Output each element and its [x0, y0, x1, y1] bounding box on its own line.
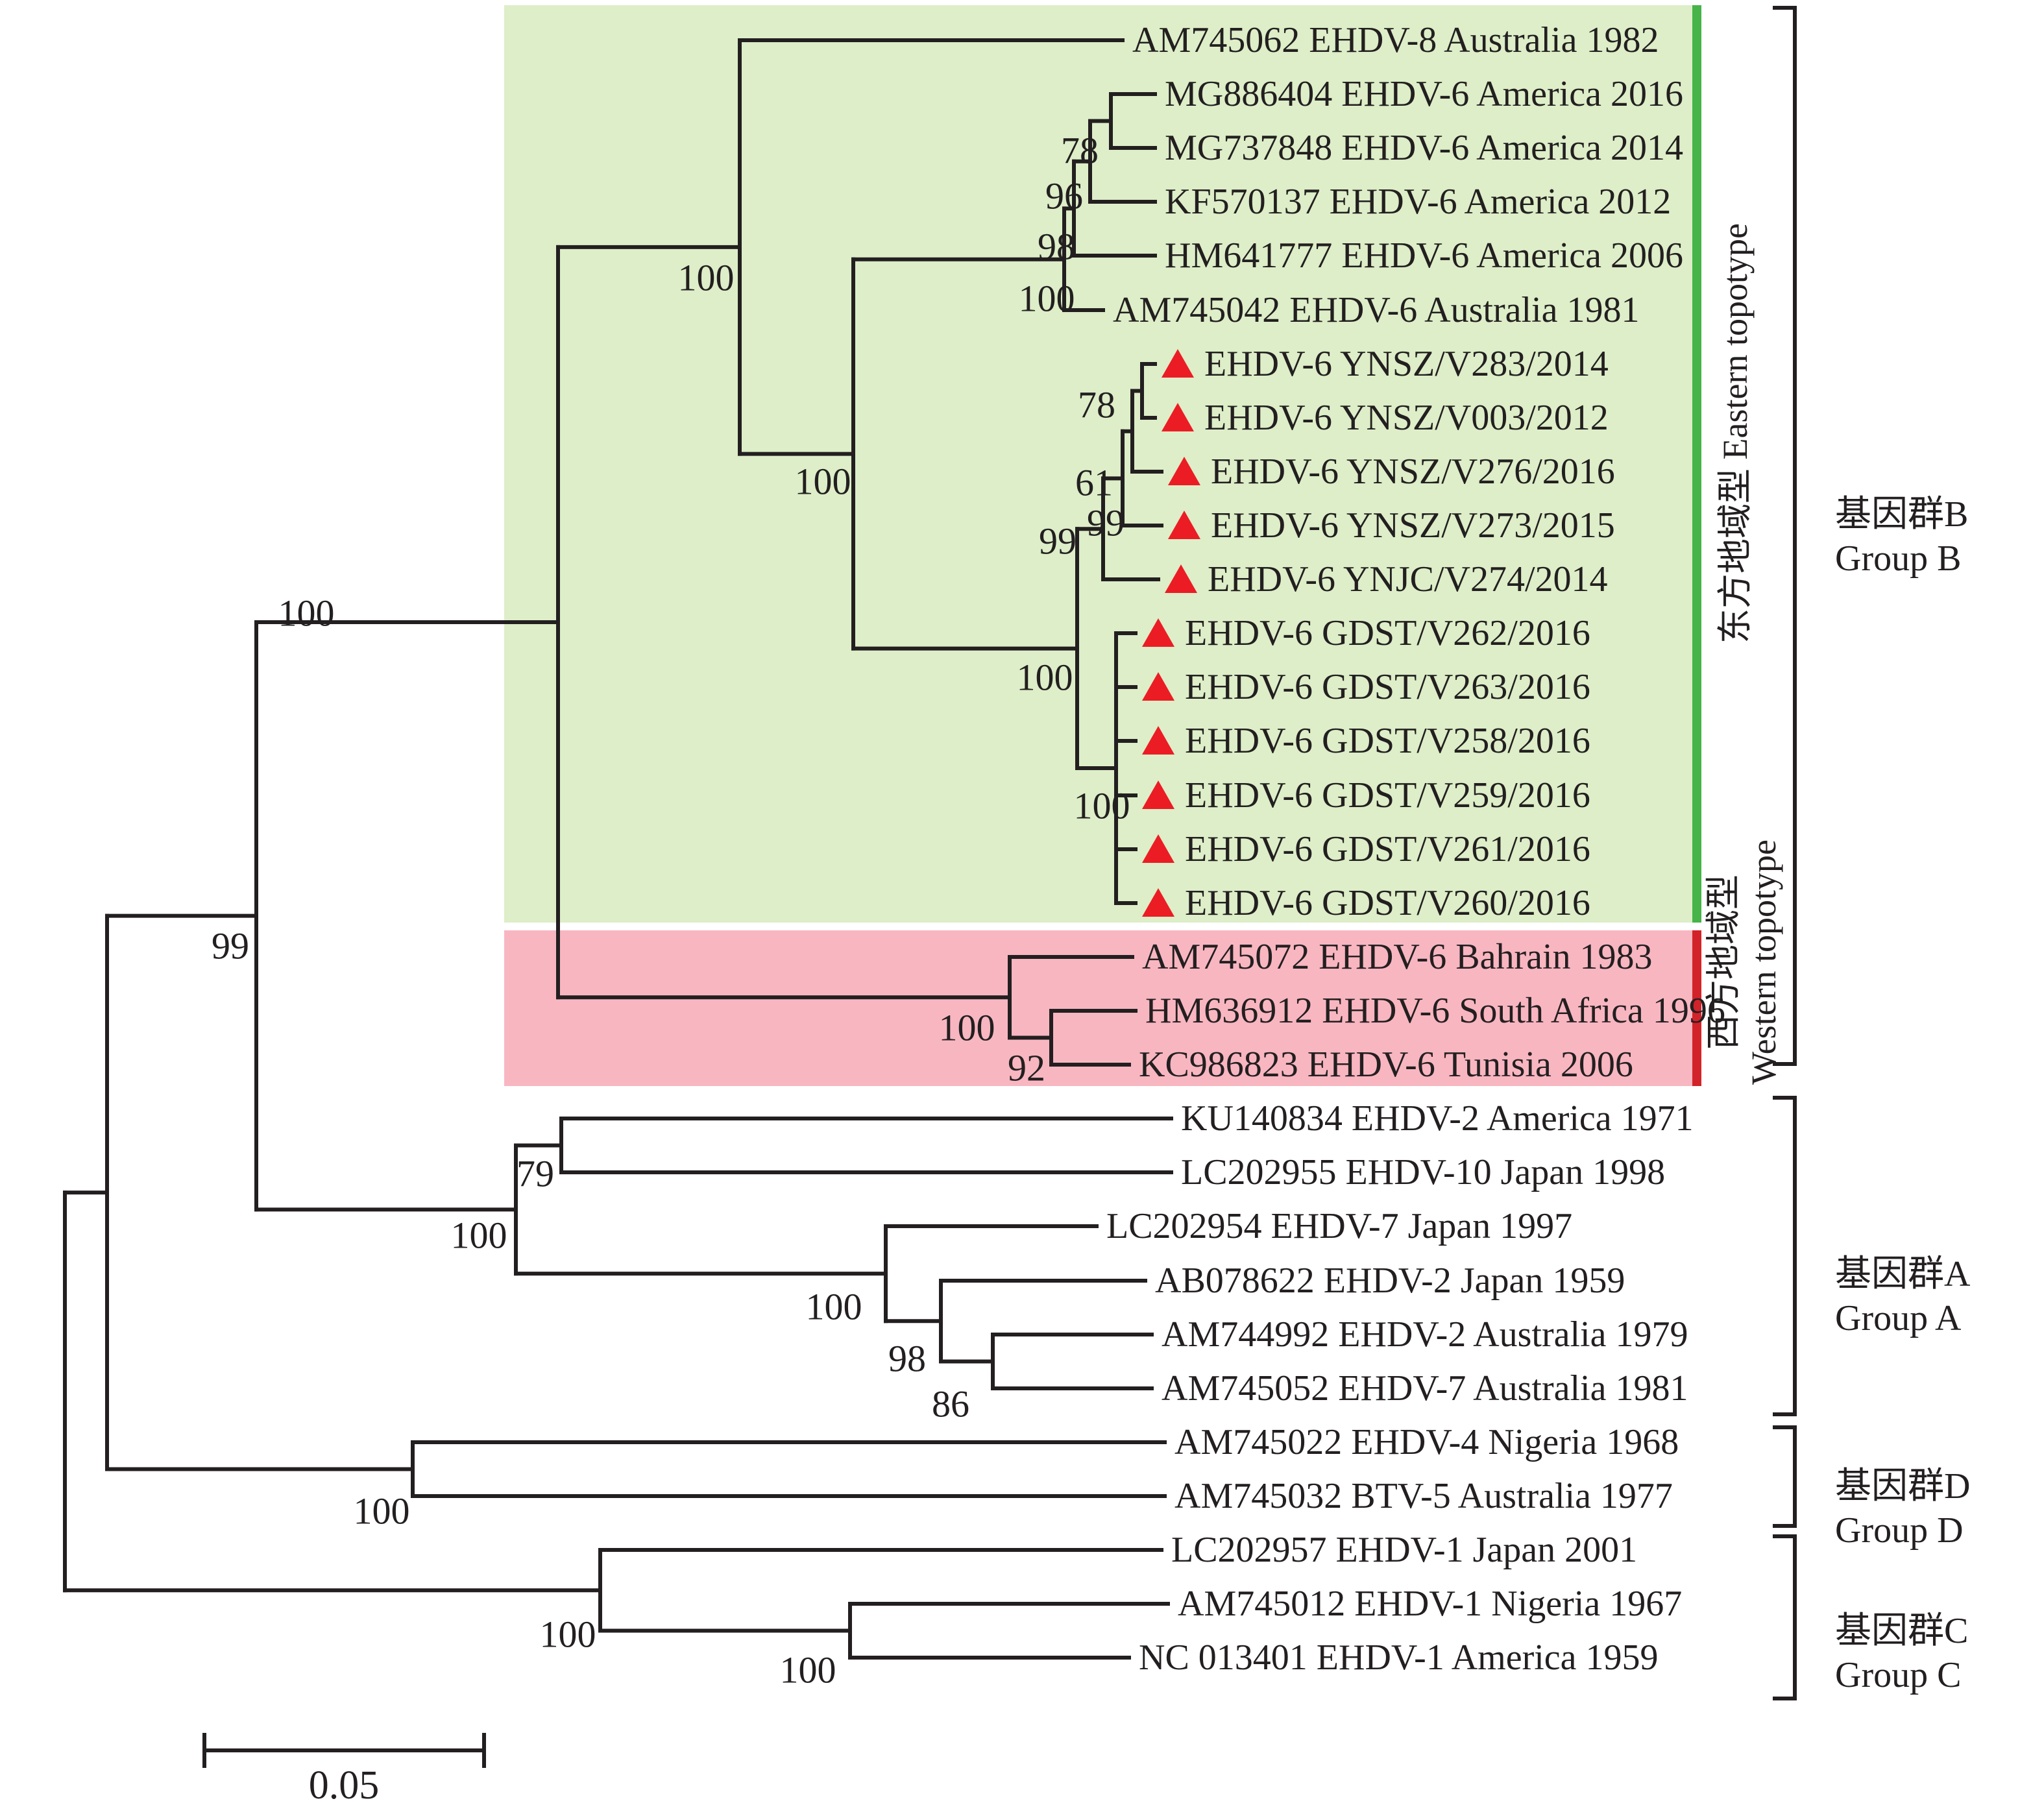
bootstrap-value: 100	[1019, 278, 1075, 320]
taxon-label: AM745072 EHDV-6 Bahrain 1983	[1142, 937, 1653, 977]
bootstrap-value: 61	[1075, 462, 1113, 504]
bootstrap-value: 100	[278, 592, 335, 635]
study-strain-triangle-icon	[1142, 672, 1174, 701]
study-strain-triangle-icon	[1165, 564, 1197, 593]
taxon-label: LC202954 EHDV-7 Japan 1997	[1106, 1206, 1572, 1246]
taxon-label: KF570137 EHDV-6 America 2012	[1165, 182, 1671, 222]
taxon-label: EHDV-6 YNJC/V274/2014	[1208, 559, 1608, 599]
group-C-label-en: Group C	[1835, 1655, 1961, 1695]
bootstrap-value: 100	[540, 1614, 596, 1656]
group-D-bracket	[1773, 1425, 1797, 1528]
western-topotype-label-en: Western topotype	[1744, 840, 1783, 1085]
bootstrap-value: 99	[1087, 502, 1125, 544]
western-topotype-region-bar	[1692, 930, 1701, 1086]
taxon-label: LC202955 EHDV-10 Japan 1998	[1181, 1152, 1665, 1192]
bootstrap-value: 96	[1045, 175, 1083, 217]
group-D-label-cn: 基因群D	[1835, 1466, 1970, 1506]
taxon-label: EHDV-6 GDST/V263/2016	[1185, 667, 1590, 707]
study-strain-triangle-icon	[1142, 618, 1174, 647]
study-strain-triangle-icon	[1168, 511, 1200, 539]
group-C-bracket	[1773, 1534, 1797, 1700]
taxon-label: AM745062 EHDV-8 Australia 1982	[1132, 20, 1659, 60]
eastern-topotype-region-bar	[1692, 5, 1701, 923]
bootstrap-value: 78	[1061, 130, 1099, 172]
bootstrap-value: 100	[1074, 785, 1130, 827]
taxon-label: EHDV-6 GDST/V262/2016	[1185, 613, 1590, 653]
taxon-label: LC202957 EHDV-1 Japan 2001	[1171, 1530, 1637, 1570]
taxon-label: AM745022 EHDV-4 Nigeria 1968	[1174, 1422, 1679, 1462]
group-B-label-en: Group B	[1835, 538, 1961, 579]
group-D-label-en: Group D	[1835, 1510, 1964, 1551]
group-B-label-cn: 基因群B	[1835, 494, 1968, 535]
scale-bar-label: 0.05	[309, 1763, 380, 1801]
study-strain-triangle-icon	[1142, 780, 1174, 809]
taxon-label: EHDV-6 YNSZ/V276/2016	[1211, 452, 1615, 492]
taxon-label: KC986823 EHDV-6 Tunisia 2006	[1139, 1045, 1633, 1085]
group-A-bracket	[1773, 1096, 1797, 1416]
study-strain-triangle-icon	[1162, 349, 1194, 378]
bootstrap-value: 98	[1038, 226, 1075, 268]
taxon-label: EHDV-6 GDST/V261/2016	[1185, 829, 1590, 869]
bootstrap-value: 100	[1017, 657, 1073, 699]
taxon-label: AM745042 EHDV-6 Australia 1981	[1113, 290, 1639, 330]
group-C-label-cn: 基因群C	[1835, 1611, 1968, 1651]
bootstrap-value: 92	[1008, 1047, 1045, 1089]
bootstrap-value: 100	[806, 1286, 862, 1328]
taxon-label: AM745052 EHDV-7 Australia 1981	[1162, 1368, 1688, 1408]
group-A-label-cn: 基因群A	[1835, 1254, 1971, 1294]
eastern-topotype-label: 东方地域型 Eastern topotype	[1716, 223, 1755, 644]
taxon-label: AB078622 EHDV-2 Japan 1959	[1155, 1261, 1625, 1301]
taxon-label: HM641777 EHDV-6 America 2006	[1165, 236, 1683, 276]
bootstrap-value: 100	[795, 461, 851, 503]
bootstrap-value: 100	[780, 1649, 836, 1691]
group-A-label-en: Group A	[1835, 1298, 1962, 1338]
group-B-bracket	[1773, 6, 1797, 1066]
bootstrap-value: 100	[451, 1215, 507, 1257]
taxon-label: KU140834 EHDV-2 America 1971	[1181, 1098, 1694, 1139]
taxon-label: EHDV-6 YNSZ/V273/2015	[1211, 505, 1615, 546]
taxon-label: EHDV-6 GDST/V260/2016	[1185, 883, 1590, 923]
taxon-label: EHDV-6 YNSZ/V283/2014	[1204, 344, 1609, 384]
study-strain-triangle-icon	[1142, 726, 1174, 755]
bootstrap-value: 98	[888, 1338, 926, 1380]
taxon-label: EHDV-6 GDST/V259/2016	[1185, 775, 1590, 816]
study-strain-triangle-icon	[1162, 403, 1194, 431]
taxon-label: AM744992 EHDV-2 Australia 1979	[1162, 1314, 1688, 1355]
taxon-label: AM745032 BTV-5 Australia 1977	[1174, 1476, 1673, 1516]
taxon-label: MG737848 EHDV-6 America 2014	[1165, 128, 1683, 168]
taxon-label: AM745012 EHDV-1 Nigeria 1967	[1178, 1584, 1682, 1624]
bootstrap-value: 86	[932, 1383, 969, 1425]
bootstrap-value: 100	[678, 257, 735, 299]
taxon-label: HM636912 EHDV-6 South Africa 1996	[1145, 991, 1725, 1031]
bootstrap-value: 78	[1078, 384, 1115, 426]
taxon-label: EHDV-6 YNSZ/V003/2012	[1204, 398, 1609, 438]
bootstrap-value: 99	[1039, 520, 1077, 562]
study-strain-triangle-icon	[1142, 888, 1174, 917]
western-topotype-label-cn: 西方地域型	[1704, 875, 1743, 1050]
study-strain-triangle-icon	[1168, 457, 1200, 485]
bootstrap-value: 79	[517, 1153, 554, 1195]
bootstrap-value: 100	[354, 1490, 410, 1532]
taxon-label: NC 013401 EHDV-1 America 1959	[1139, 1638, 1659, 1678]
bootstrap-value: 99	[212, 925, 249, 967]
bootstrap-value: 100	[939, 1007, 995, 1049]
taxon-label: EHDV-6 GDST/V258/2016	[1185, 721, 1590, 761]
taxon-label: MG886404 EHDV-6 America 2016	[1165, 74, 1683, 114]
study-strain-triangle-icon	[1142, 834, 1174, 863]
